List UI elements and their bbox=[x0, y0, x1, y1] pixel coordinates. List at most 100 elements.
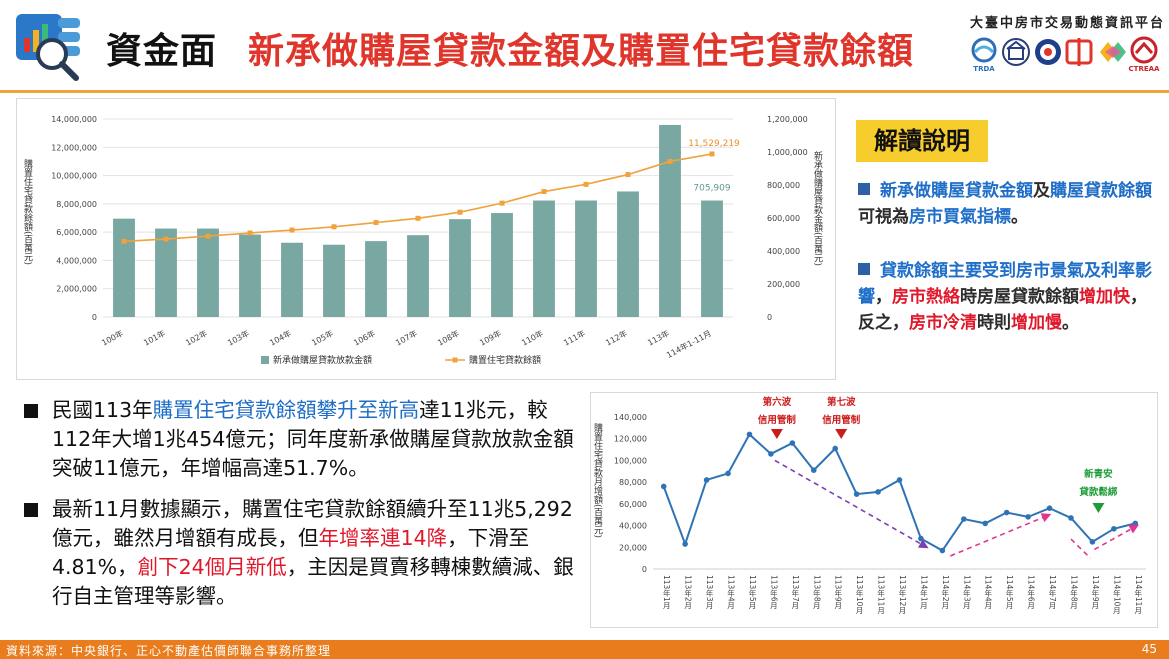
line-point bbox=[961, 516, 967, 522]
x-tick-label: 114年11月 bbox=[1134, 575, 1143, 615]
y-right-tick-label: 0 bbox=[767, 313, 772, 322]
line-point bbox=[667, 158, 673, 164]
y-axis-label: 購置住宅貸款月增額(百萬元) bbox=[592, 422, 603, 538]
y-right-tick-label: 400,000 bbox=[767, 247, 800, 256]
bar bbox=[239, 234, 261, 317]
x-tick-label: 113年 bbox=[646, 328, 671, 348]
trend-arrow bbox=[774, 459, 929, 549]
x-tick-label: 114年6月 bbox=[1026, 575, 1035, 610]
text-run: 最新11月數據顯示，購置住宅貸款餘額續升至11兆5,292億元，雖然月增額有成長… bbox=[52, 497, 573, 550]
text-run: ， bbox=[875, 287, 892, 307]
x-tick-label: 113年11月 bbox=[876, 575, 885, 615]
line-point bbox=[789, 440, 796, 446]
legend-label: 購置住宅貸款餘額 bbox=[469, 354, 541, 366]
text-run: ，反之， bbox=[858, 287, 1147, 333]
x-tick-label: 104年 bbox=[268, 328, 293, 348]
x-tick-label: 113年4月 bbox=[726, 575, 735, 610]
y-left-tick-label: 0 bbox=[92, 313, 97, 322]
x-tick-label: 113年1月 bbox=[662, 575, 671, 610]
x-tick-label: 101年 bbox=[142, 328, 167, 348]
annotation-label: 信用管制 bbox=[822, 414, 861, 426]
x-tick-label: 106年 bbox=[352, 328, 377, 348]
line-point bbox=[289, 227, 295, 233]
text-run: 民國113年 bbox=[52, 398, 153, 422]
x-tick-label: 113年6月 bbox=[769, 575, 778, 610]
platform-name: 大臺中房市交易動態資訊平台 bbox=[970, 16, 1166, 31]
line-point bbox=[121, 238, 127, 244]
x-tick-label: 113年9月 bbox=[833, 575, 842, 610]
page-title: 資金面 bbox=[106, 31, 218, 72]
svg-text:TRDA: TRDA bbox=[973, 65, 995, 73]
y-right-tick-label: 600,000 bbox=[767, 214, 800, 223]
line-point bbox=[660, 483, 667, 490]
page-number: 45 bbox=[1141, 642, 1157, 656]
legend-swatch bbox=[452, 357, 458, 363]
bar bbox=[617, 191, 639, 317]
bullet-square-icon bbox=[858, 183, 870, 195]
partner-logos: TRDA bbox=[970, 36, 1160, 74]
interpretation-item: 貸款餘額主要受到房市景氣及利率影響，房市熱絡時房屋貸款餘額增加快，反之，房市冷清… bbox=[858, 258, 1158, 336]
interpretation-title: 解讀說明 bbox=[856, 120, 988, 162]
line-point bbox=[1111, 526, 1117, 532]
footer: 資料來源：中央銀行、正心不動產估價師聯合事務所整理 45 bbox=[0, 640, 1169, 659]
x-tick-label: 111年 bbox=[562, 328, 587, 348]
text-run: 創下24個月新低 bbox=[137, 555, 287, 579]
text-run: 購屋貸款餘額 bbox=[1050, 181, 1152, 201]
x-tick-label: 114年3月 bbox=[962, 575, 971, 610]
bar bbox=[323, 244, 345, 317]
text-run: 及 bbox=[1033, 181, 1050, 201]
taichung-logo-icon bbox=[1065, 38, 1093, 66]
x-tick-label: 113年5月 bbox=[748, 575, 757, 610]
x-tick-label: 110年 bbox=[520, 328, 545, 348]
line-point bbox=[163, 236, 169, 242]
x-tick-label: 102年 bbox=[184, 328, 209, 348]
x-tick-label: 113年12月 bbox=[898, 575, 907, 615]
line-point bbox=[247, 230, 253, 236]
y-right-tick-label: 200,000 bbox=[767, 280, 800, 289]
loan-balance-chart: 0 2,000,000 4,000,000 6,000,000 8,000,000 10,… bbox=[16, 98, 836, 380]
x-tick-label: 100年 bbox=[100, 328, 125, 348]
x-tick-label: 114年2月 bbox=[941, 575, 950, 610]
summary-bullets: 民國113年購置住宅貸款餘額攀升至新高達11兆元，較112年大增1兆454億元；… bbox=[20, 396, 580, 623]
y-left-tick-label: 6,000,000 bbox=[56, 228, 97, 237]
text-run: 時房屋貸款餘額 bbox=[960, 287, 1079, 307]
line-point bbox=[1068, 515, 1074, 521]
x-tick-label: 103年 bbox=[226, 328, 251, 348]
y-left-tick-label: 12,000,000 bbox=[51, 143, 97, 152]
bullet-square-icon bbox=[24, 503, 38, 517]
legend-label: 新承做購屋貸款放款金額 bbox=[273, 354, 372, 366]
line-point bbox=[703, 477, 710, 483]
text-run: 增加慢 bbox=[1011, 313, 1062, 333]
y-right-tick-label: 1,000,000 bbox=[767, 148, 808, 157]
bar bbox=[407, 235, 429, 317]
line-point bbox=[541, 189, 547, 195]
annotation-label: 新青安 bbox=[1084, 468, 1113, 480]
text-run: 房市冷清 bbox=[909, 313, 977, 333]
line-point bbox=[768, 451, 774, 457]
annotation-label: 第七波 bbox=[827, 396, 856, 408]
x-tick-label: 114年7月 bbox=[1048, 575, 1057, 610]
text-run: 購置住宅貸款餘額攀升至新高 bbox=[152, 398, 420, 422]
platform-logo-icon bbox=[14, 12, 90, 82]
y-left-tick-label: 14,000,000 bbox=[51, 115, 97, 124]
line-point bbox=[1025, 514, 1031, 520]
x-tick-label: 105年 bbox=[310, 328, 335, 348]
line-point bbox=[1003, 509, 1010, 516]
bullet-square-icon bbox=[24, 404, 38, 418]
bar bbox=[155, 228, 177, 317]
line-point bbox=[373, 220, 379, 226]
x-tick-label: 112年 bbox=[604, 328, 629, 348]
x-tick-label: 107年 bbox=[394, 328, 419, 348]
line-point bbox=[709, 151, 715, 157]
text-run: 增加快 bbox=[1079, 287, 1130, 307]
interpretation-panel: 解讀說明 新承做購屋貸款金額及購屋貸款餘額可視為房市買氣指標。 貸款餘額主要受到… bbox=[852, 106, 1162, 368]
y-tick-label: 20,000 bbox=[619, 543, 647, 552]
line-point bbox=[725, 470, 731, 477]
bar bbox=[491, 213, 513, 317]
text-run: 可視為 bbox=[858, 207, 909, 227]
line-point bbox=[583, 181, 589, 187]
line-point bbox=[875, 489, 881, 495]
line-point bbox=[982, 520, 989, 527]
bullet-item: 最新11月數據顯示，購置住宅貸款餘額續升至11兆5,292億元，雖然月增額有成長… bbox=[20, 495, 580, 611]
ctreaa-logo-icon: CTREAA bbox=[1129, 36, 1160, 73]
